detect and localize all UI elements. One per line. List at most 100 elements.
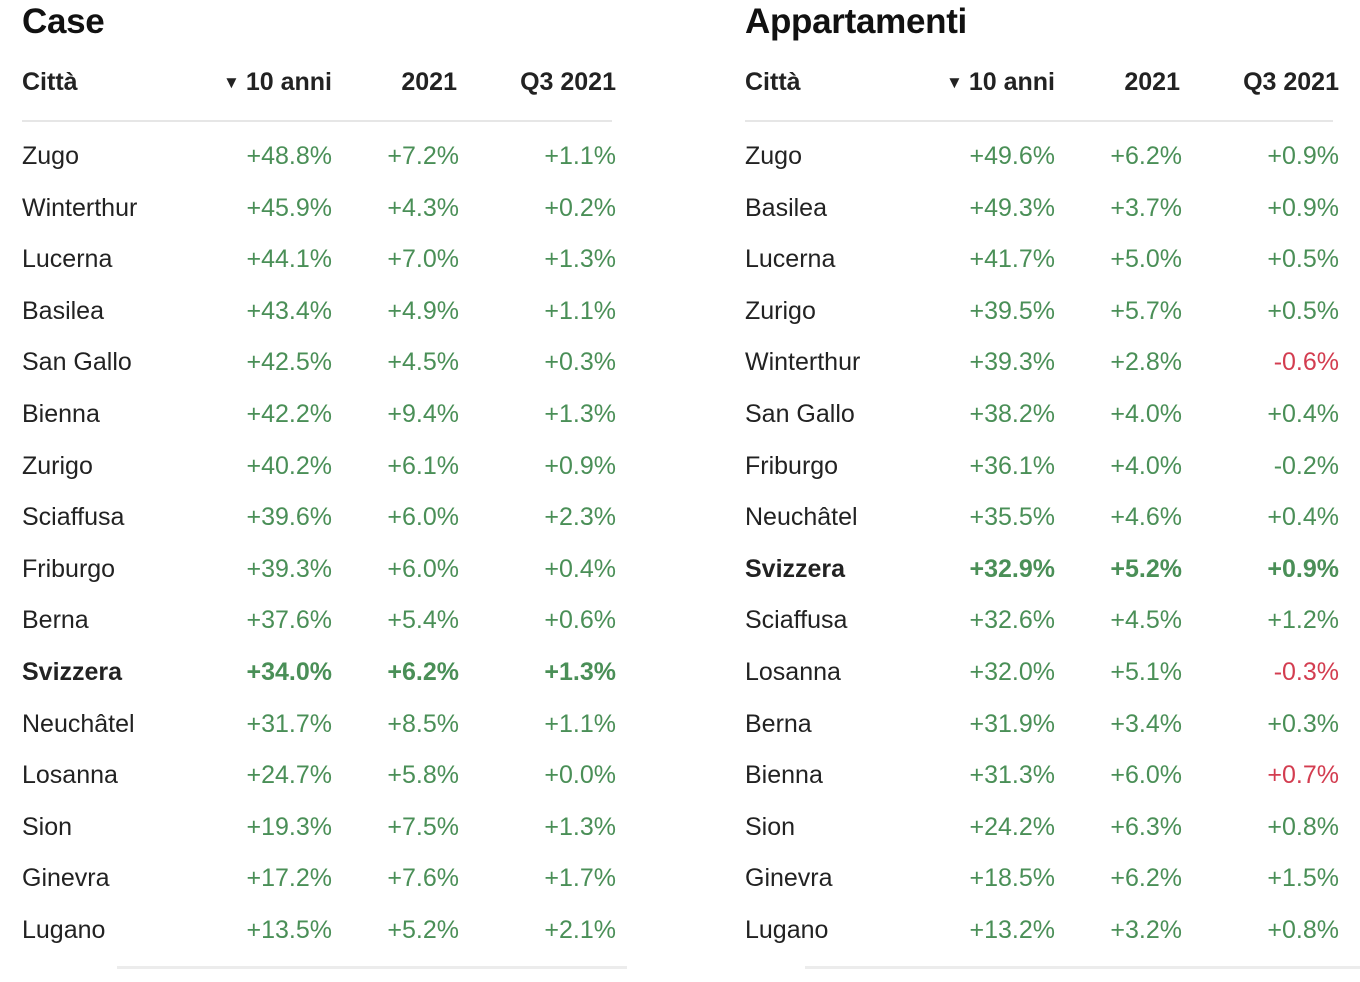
cell-2021: +7.6% — [387, 864, 459, 893]
cell-q3-2021: +1.7% — [544, 864, 616, 893]
column-header-10-anni[interactable]: ▼ 10 anni — [223, 68, 332, 97]
cell-10-anni: +13.2% — [969, 915, 1056, 944]
cell-2021: +4.5% — [1110, 606, 1182, 635]
cell-2021: +3.2% — [1110, 915, 1182, 944]
cell-10-anni: +43.4% — [246, 296, 333, 325]
column-header-10-anni[interactable]: ▼ 10 anni — [946, 68, 1055, 97]
table-header: Città ▼ 10 anni 2021 Q3 2021 — [22, 68, 622, 104]
cell-city: Neuchâtel — [745, 503, 858, 532]
cell-2021: +7.5% — [387, 812, 459, 841]
cell-10-anni: +39.6% — [246, 503, 333, 532]
cell-q3-2021: +1.1% — [544, 296, 616, 325]
cell-q3-2021: +1.5% — [1267, 864, 1339, 893]
cell-10-anni: +24.7% — [246, 761, 333, 790]
cell-2021: +5.1% — [1110, 657, 1182, 686]
cell-2021: +6.2% — [1110, 142, 1182, 170]
cell-q3-2021: +0.9% — [1267, 142, 1339, 170]
cell-q3-2021: +1.3% — [544, 399, 616, 428]
table-row: Neuchâtel +35.5% +4.6% +0.4% — [745, 493, 1345, 545]
cell-2021: +4.0% — [1110, 399, 1182, 428]
cell-q3-2021: +0.9% — [1267, 554, 1339, 583]
cell-q3-2021: +2.3% — [544, 503, 616, 532]
cell-q3-2021: +1.1% — [544, 142, 616, 170]
cell-city: Lugano — [745, 915, 829, 944]
header-divider — [22, 120, 612, 122]
cell-city: San Gallo — [745, 399, 855, 428]
cell-2021: +4.5% — [387, 348, 459, 377]
cell-q3-2021: +0.6% — [544, 606, 616, 635]
cell-10-anni: +45.9% — [246, 193, 333, 222]
cell-10-anni: +42.5% — [246, 348, 333, 377]
cell-q3-2021: +2.1% — [544, 915, 616, 944]
table-row: Losanna +32.0% +5.1% -0.3% — [745, 648, 1345, 700]
cell-city: Svizzera — [745, 554, 846, 583]
cell-city: Zurigo — [745, 296, 816, 325]
cell-q3-2021: +1.3% — [544, 245, 616, 274]
cell-q3-2021: +0.5% — [1267, 296, 1339, 325]
table-row: Winterthur +39.3% +2.8% -0.6% — [745, 338, 1345, 390]
cell-10-anni: +32.6% — [969, 606, 1056, 635]
cell-2021: +5.8% — [387, 761, 459, 790]
cell-city: Sciaffusa — [22, 503, 125, 532]
cell-q3-2021: +0.8% — [1267, 812, 1339, 841]
column-header-city[interactable]: Città — [22, 68, 78, 96]
cell-city: Winterthur — [745, 348, 861, 377]
table-row: Ginevra +18.5% +6.2% +1.5% — [745, 854, 1345, 906]
cell-2021: +3.7% — [1110, 193, 1182, 222]
cell-q3-2021: +0.3% — [544, 348, 616, 377]
cell-city: Winterthur — [22, 193, 138, 222]
cell-2021: +5.4% — [387, 606, 459, 635]
table-row: Zugo +48.8% +7.2% +1.1% — [22, 132, 622, 184]
table-row: Lugano +13.2% +3.2% +0.8% — [745, 906, 1345, 958]
cell-q3-2021: -0.3% — [1273, 657, 1339, 686]
column-header-2021[interactable]: 2021 — [401, 68, 457, 96]
cell-city: Neuchâtel — [22, 709, 135, 738]
cell-10-anni: +31.7% — [246, 709, 333, 738]
table-row: Bienna +31.3% +6.0% +0.7% — [745, 751, 1345, 803]
cell-city: Basilea — [22, 296, 104, 325]
table-row: Lugano +13.5% +5.2% +2.1% — [22, 906, 622, 958]
table-bottom-divider — [805, 966, 1360, 969]
table-row: San Gallo +42.5% +4.5% +0.3% — [22, 338, 622, 390]
cell-city: Berna — [22, 606, 89, 635]
table-row: Sciaffusa +39.6% +6.0% +2.3% — [22, 493, 622, 545]
cell-2021: +6.0% — [387, 554, 459, 583]
column-header-q3-2021[interactable]: Q3 2021 — [520, 68, 616, 96]
cell-city: Lugano — [22, 915, 106, 944]
column-header-city[interactable]: Città — [745, 68, 801, 96]
table-row: Sion +24.2% +6.3% +0.8% — [745, 803, 1345, 855]
table-header: Città ▼ 10 anni 2021 Q3 2021 — [745, 68, 1345, 104]
cell-2021: +4.0% — [1110, 451, 1182, 480]
cell-city: Sion — [22, 812, 73, 841]
cell-10-anni: +17.2% — [246, 864, 333, 893]
cell-10-anni: +42.2% — [246, 399, 333, 428]
cell-city: Zugo — [745, 142, 802, 170]
cell-city: Bienna — [22, 399, 100, 428]
table-row: Berna +37.6% +5.4% +0.6% — [22, 596, 622, 648]
column-header-q3-2021[interactable]: Q3 2021 — [1243, 68, 1339, 96]
table-title: Appartamenti — [745, 2, 967, 41]
column-header-2021[interactable]: 2021 — [1124, 68, 1180, 96]
cell-city: Ginevra — [745, 864, 833, 893]
table-row: Ginevra +17.2% +7.6% +1.7% — [22, 854, 622, 906]
table-row: Lucerna +44.1% +7.0% +1.3% — [22, 235, 622, 287]
table-row: Svizzera +34.0% +6.2% +1.3% — [22, 648, 622, 700]
cell-city: Zugo — [22, 142, 79, 170]
cell-2021: +5.2% — [387, 915, 459, 944]
cell-10-anni: +32.0% — [969, 657, 1056, 686]
cell-city: Berna — [745, 709, 812, 738]
cell-city: Bienna — [745, 761, 823, 790]
cell-city: Friburgo — [745, 451, 839, 480]
cell-city: Sciaffusa — [745, 606, 848, 635]
cell-2021: +7.2% — [387, 142, 459, 170]
table-row: Berna +31.9% +3.4% +0.3% — [745, 700, 1345, 752]
cell-10-anni: +35.5% — [969, 503, 1056, 532]
table-bottom-divider — [117, 966, 627, 969]
cell-10-anni: +31.9% — [969, 709, 1056, 738]
cell-q3-2021: -0.2% — [1273, 451, 1339, 480]
cell-q3-2021: +0.4% — [1267, 399, 1339, 428]
cell-10-anni: +44.1% — [246, 245, 333, 274]
cell-2021: +3.4% — [1110, 709, 1182, 738]
cell-2021: +5.0% — [1110, 245, 1182, 274]
cell-10-anni: +34.0% — [246, 657, 333, 686]
